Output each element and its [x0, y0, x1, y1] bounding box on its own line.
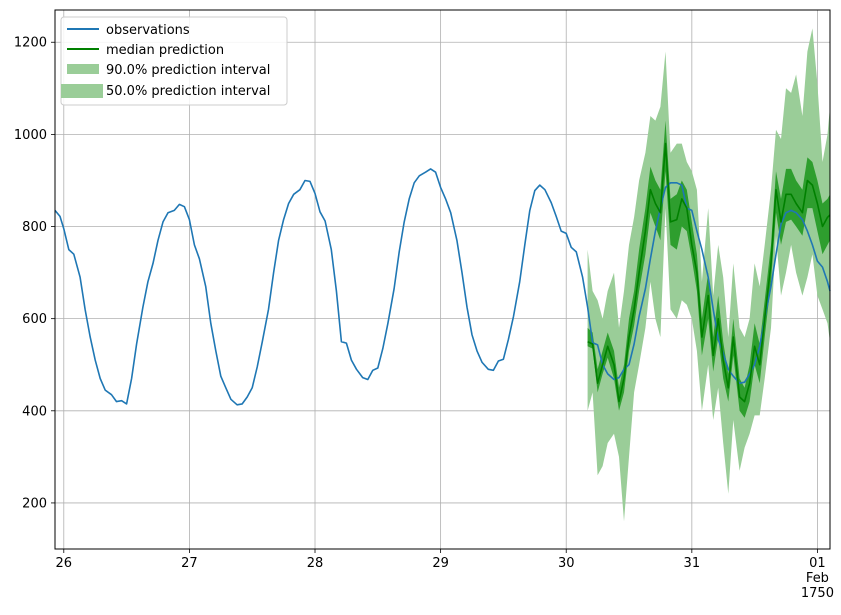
y-tick-label: 800: [22, 220, 47, 235]
legend-swatch-interval-50: [61, 84, 103, 98]
y-tick-label: 600: [22, 312, 47, 327]
plot-frame: [54, 9, 831, 550]
x-tick-label: 26: [56, 556, 73, 571]
legend-label-interval-50: 50.0% prediction interval: [106, 84, 270, 99]
y-axis: 200 400 600 800 1000 1200: [14, 36, 55, 511]
x-tick-label: 28: [307, 556, 324, 571]
legend-label-median: median prediction: [106, 43, 224, 58]
y-tick-label: 1000: [14, 128, 47, 143]
legend-label-interval-90: 90.0% prediction interval: [106, 63, 270, 78]
interval-50-band: [587, 120, 830, 418]
y-tick-label: 1200: [14, 36, 47, 51]
y-tick-label: 400: [22, 404, 47, 419]
y-tick-label: 200: [22, 496, 47, 511]
legend: observations median prediction 90.0% pre…: [60, 16, 288, 106]
x-tick-label: 29: [432, 556, 449, 571]
legend-box: [60, 16, 288, 106]
x-tick-label: Feb: [806, 571, 829, 586]
observations-line: [54, 168, 831, 406]
legend-label-observations: observations: [106, 23, 190, 38]
x-tick-label: 1750: [801, 586, 834, 601]
x-tick-label: 31: [684, 556, 701, 571]
median-prediction-line: [587, 142, 831, 403]
x-tick-label: 30: [558, 556, 575, 571]
prediction-intervals: [587, 28, 830, 522]
interval-90-band: [587, 28, 830, 522]
series-lines: [54, 142, 831, 406]
legend-swatch-interval-90: [67, 64, 99, 74]
x-tick-label: 01: [809, 556, 826, 571]
x-tick-label: 27: [181, 556, 198, 571]
